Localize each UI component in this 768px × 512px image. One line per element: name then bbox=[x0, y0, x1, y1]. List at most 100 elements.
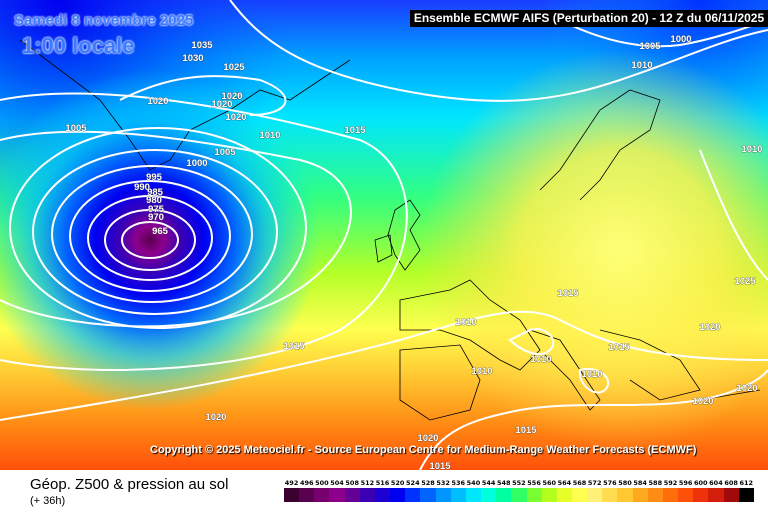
scale-swatch bbox=[632, 488, 648, 502]
isobar-label: 1015 bbox=[557, 288, 579, 299]
isobar-label: 1020 bbox=[147, 96, 168, 107]
isobar-label: 985 bbox=[147, 187, 164, 198]
scale-swatch bbox=[344, 488, 360, 502]
weather-map: 1035 1030 1025 1020 1025 1020 1020 1020 1005 1010… bbox=[0, 0, 768, 470]
scale-swatch bbox=[526, 488, 542, 502]
isobar-label: 990 bbox=[134, 182, 150, 193]
scale-value: 536 bbox=[451, 479, 466, 487]
isobar-label: 1020 bbox=[225, 112, 246, 123]
isobar-label: 1010 bbox=[631, 60, 652, 71]
forecast-lead-time: (+ 36h) bbox=[30, 495, 66, 507]
scale-value: 572 bbox=[587, 479, 602, 487]
scale-swatch bbox=[647, 488, 663, 502]
isobar-label: 1010 bbox=[581, 369, 602, 380]
scale-swatch bbox=[465, 488, 482, 502]
isobar-label: 1005 bbox=[639, 41, 661, 52]
scale-value: 600 bbox=[694, 479, 708, 487]
scale-value: 512 bbox=[360, 479, 375, 487]
isobar-label: 1000 bbox=[670, 34, 691, 45]
scale-swatch bbox=[708, 488, 724, 502]
scale-swatch bbox=[496, 488, 512, 502]
low-pressure-core bbox=[0, 0, 768, 470]
isobar-label: 1015 bbox=[515, 425, 537, 436]
scale-swatch bbox=[511, 488, 527, 502]
scale-value: 592 bbox=[663, 479, 678, 487]
isobars bbox=[0, 0, 768, 470]
scale-swatch bbox=[390, 488, 406, 502]
isobar-label: 1005 bbox=[65, 123, 87, 134]
isobar-label: 1020 bbox=[692, 396, 713, 407]
map-title: Géop. Z500 & pression au sol bbox=[30, 476, 229, 493]
isobar-label: 1015 bbox=[429, 461, 451, 470]
color-scale-labels: 492 496 500 504 508 512 516 520 524 528 532 536 540 5… bbox=[284, 479, 754, 487]
scale-swatch bbox=[738, 488, 754, 502]
scale-value: 556 bbox=[527, 479, 541, 487]
scale-value: 568 bbox=[572, 479, 587, 487]
scale-swatch bbox=[602, 488, 618, 502]
scale-value: 528 bbox=[421, 479, 435, 487]
scale-value: 584 bbox=[633, 479, 647, 487]
copyright-notice: Copyright © 2025 Meteociel.fr - Source E… bbox=[150, 444, 697, 456]
color-scale-bar bbox=[284, 488, 754, 502]
scale-value: 576 bbox=[603, 479, 617, 487]
scale-swatch bbox=[723, 488, 739, 502]
model-info-banner: Ensemble ECMWF AIFS (Perturbation 20) - … bbox=[410, 10, 768, 27]
isobar-label: 1010 bbox=[259, 130, 280, 141]
scale-value: 524 bbox=[406, 479, 420, 487]
isobar-label: 1020 bbox=[417, 433, 438, 444]
scale-swatch bbox=[405, 488, 421, 502]
scale-value: 612 bbox=[739, 479, 754, 487]
isobar-label: 1025 bbox=[223, 62, 245, 73]
scale-value: 580 bbox=[618, 479, 632, 487]
scale-swatch bbox=[420, 488, 436, 502]
scale-swatch bbox=[662, 488, 679, 502]
isobar-label: 1015 bbox=[344, 125, 366, 136]
color-scale: 492 496 500 504 508 512 516 520 524 528 532 536 540 5… bbox=[284, 479, 754, 502]
forecast-date: Samedi 8 novembre 2025 bbox=[14, 12, 194, 29]
scale-swatch bbox=[359, 488, 375, 502]
scale-value: 516 bbox=[375, 479, 390, 487]
isobar-label: 1030 bbox=[182, 53, 203, 64]
scale-swatch bbox=[374, 488, 391, 502]
scale-swatch bbox=[541, 488, 557, 502]
isobar-label: 965 bbox=[152, 226, 169, 237]
scale-swatch bbox=[617, 488, 633, 502]
isobar-label: 1010 bbox=[471, 366, 492, 377]
isobar-label: 1025 bbox=[221, 91, 243, 102]
isobar-label: 1020 bbox=[221, 91, 242, 102]
isobar-label: 1010 bbox=[455, 317, 476, 328]
scale-swatch bbox=[435, 488, 451, 502]
isobar-label: 1015 bbox=[283, 341, 305, 352]
isobar-label: 1020 bbox=[211, 99, 232, 110]
scale-swatch bbox=[587, 488, 603, 502]
scale-swatch bbox=[481, 488, 497, 502]
scale-value: 544 bbox=[481, 479, 496, 487]
scale-value: 604 bbox=[709, 479, 723, 487]
scale-swatch bbox=[693, 488, 709, 502]
scale-value: 496 bbox=[299, 479, 314, 487]
scale-value: 500 bbox=[315, 479, 329, 487]
scale-value: 608 bbox=[724, 479, 738, 487]
scale-value: 492 bbox=[284, 479, 299, 487]
scale-value: 548 bbox=[496, 479, 511, 487]
isobar-label: 1020 bbox=[699, 322, 720, 333]
scale-swatch bbox=[556, 488, 572, 502]
scale-value: 520 bbox=[390, 479, 405, 487]
isobar-label: 1005 bbox=[214, 147, 236, 158]
scale-swatch bbox=[571, 488, 588, 502]
scale-swatch bbox=[299, 488, 315, 502]
scale-value: 508 bbox=[345, 479, 359, 487]
isobar-label: 1010 bbox=[530, 354, 551, 365]
scale-value: 588 bbox=[648, 479, 663, 487]
scale-swatch bbox=[284, 488, 300, 502]
isobar-label: 1010 bbox=[741, 144, 762, 155]
isobar-label: 1025 bbox=[734, 276, 756, 287]
scale-swatch bbox=[678, 488, 694, 502]
scale-value: 540 bbox=[466, 479, 481, 487]
scale-value: 596 bbox=[678, 479, 693, 487]
isobar-label: 975 bbox=[148, 204, 165, 215]
scale-value: 564 bbox=[557, 479, 572, 487]
isobar-label: 1035 bbox=[191, 40, 213, 51]
legend-footer: Géop. Z500 & pression au sol (+ 36h) 492… bbox=[0, 470, 768, 512]
